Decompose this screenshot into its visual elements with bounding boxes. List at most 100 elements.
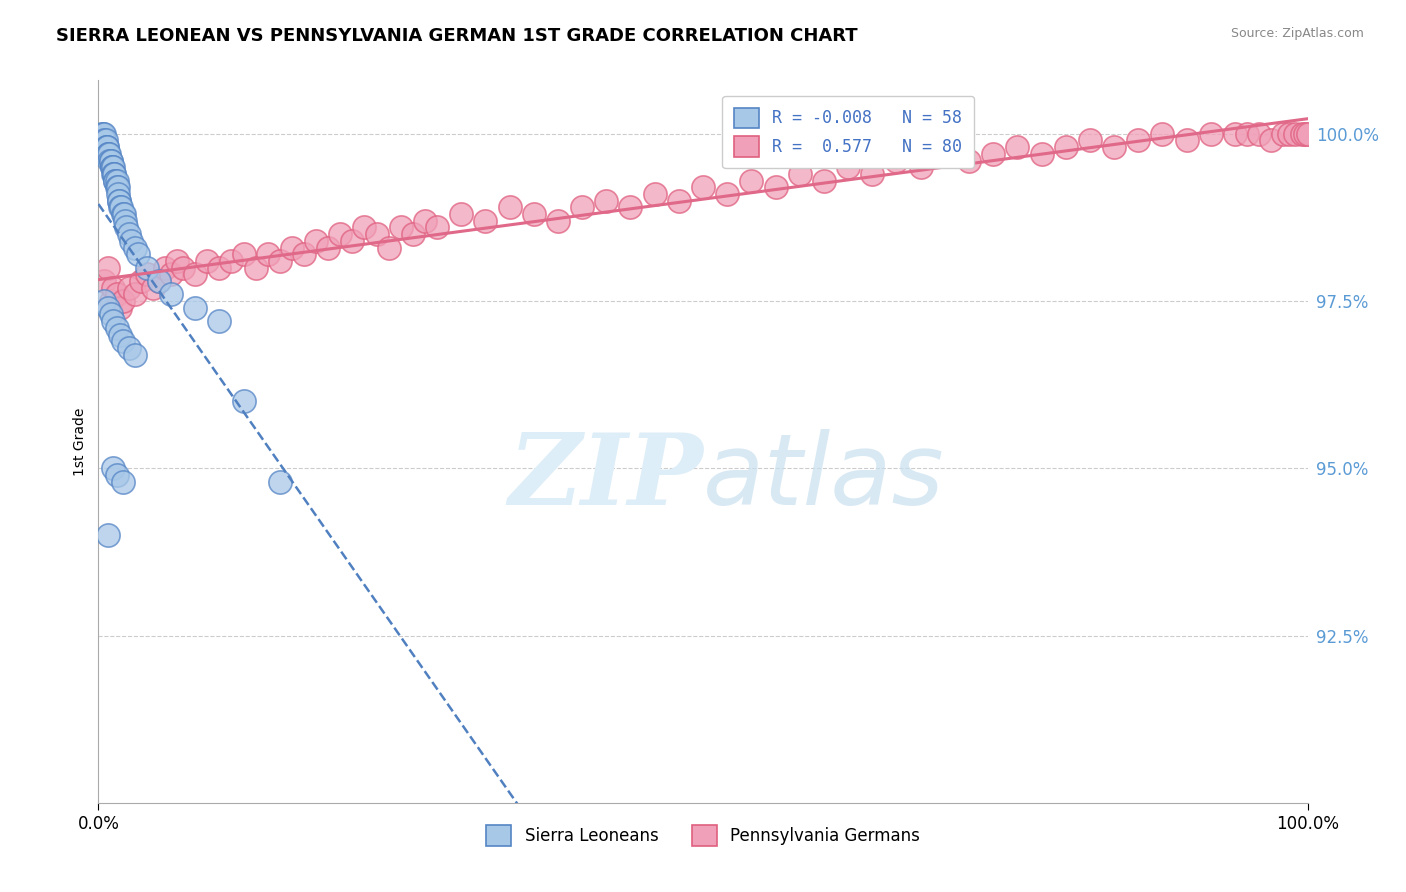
Point xyxy=(281,241,304,255)
Point xyxy=(104,174,127,188)
Point xyxy=(1294,127,1316,141)
Point xyxy=(389,220,412,235)
Point xyxy=(498,201,520,215)
Point xyxy=(105,468,128,483)
Point xyxy=(111,207,134,221)
Point xyxy=(1007,140,1029,154)
Point xyxy=(105,287,128,301)
Point xyxy=(94,133,117,147)
Point xyxy=(474,214,496,228)
Point xyxy=(292,247,315,261)
Point xyxy=(108,194,131,208)
Point xyxy=(1054,140,1077,154)
Point xyxy=(100,153,122,168)
Point xyxy=(91,127,114,141)
Point xyxy=(413,214,436,228)
Point xyxy=(115,220,138,235)
Text: Source: ZipAtlas.com: Source: ZipAtlas.com xyxy=(1230,27,1364,40)
Point xyxy=(402,227,425,242)
Point xyxy=(93,294,115,309)
Point xyxy=(1102,140,1125,154)
Point xyxy=(107,187,129,202)
Point xyxy=(100,294,122,309)
Point xyxy=(981,146,1004,161)
Point xyxy=(789,167,811,181)
Point xyxy=(105,180,128,194)
Point xyxy=(93,127,115,141)
Point xyxy=(93,133,115,147)
Point xyxy=(1175,133,1198,147)
Point xyxy=(108,194,131,208)
Point xyxy=(184,301,207,315)
Point xyxy=(619,201,641,215)
Point xyxy=(1152,127,1174,141)
Point xyxy=(208,260,231,275)
Point xyxy=(1078,133,1101,147)
Point xyxy=(135,268,157,282)
Point xyxy=(195,254,218,268)
Point xyxy=(124,287,146,301)
Point xyxy=(100,161,122,175)
Point xyxy=(105,174,128,188)
Point xyxy=(108,201,131,215)
Point xyxy=(108,327,131,342)
Point xyxy=(837,161,859,175)
Point xyxy=(256,247,278,261)
Point xyxy=(208,314,231,328)
Point xyxy=(166,254,188,268)
Point xyxy=(98,146,121,161)
Point xyxy=(91,127,114,141)
Point xyxy=(96,140,118,154)
Point xyxy=(353,220,375,235)
Point xyxy=(316,241,339,255)
Point xyxy=(93,274,115,288)
Point xyxy=(450,207,472,221)
Point xyxy=(160,287,183,301)
Point xyxy=(101,161,124,175)
Point xyxy=(97,301,120,315)
Point xyxy=(108,301,131,315)
Point xyxy=(96,140,118,154)
Point xyxy=(1284,127,1306,141)
Point xyxy=(232,394,254,409)
Point xyxy=(100,308,122,322)
Point xyxy=(716,187,738,202)
Point xyxy=(860,167,883,181)
Point xyxy=(129,274,152,288)
Point xyxy=(142,281,165,295)
Point xyxy=(523,207,546,221)
Point xyxy=(1223,127,1246,141)
Legend: Sierra Leoneans, Pennsylvania Germans: Sierra Leoneans, Pennsylvania Germans xyxy=(479,819,927,852)
Point xyxy=(1199,127,1222,141)
Point xyxy=(232,247,254,261)
Point xyxy=(245,260,267,275)
Point xyxy=(1291,127,1313,141)
Point xyxy=(153,260,176,275)
Point xyxy=(221,254,243,268)
Point xyxy=(110,201,132,215)
Point xyxy=(886,153,908,168)
Text: atlas: atlas xyxy=(703,429,945,526)
Point xyxy=(104,174,127,188)
Point xyxy=(111,334,134,349)
Point xyxy=(124,241,146,255)
Point xyxy=(668,194,690,208)
Point xyxy=(269,475,291,489)
Point xyxy=(329,227,352,242)
Point xyxy=(98,153,121,168)
Point xyxy=(934,146,956,161)
Point xyxy=(765,180,787,194)
Point xyxy=(97,260,120,275)
Point xyxy=(148,274,170,288)
Point xyxy=(118,281,141,295)
Point xyxy=(124,348,146,362)
Point xyxy=(910,161,932,175)
Point xyxy=(595,194,617,208)
Point xyxy=(1249,127,1271,141)
Point xyxy=(120,234,142,248)
Text: ZIP: ZIP xyxy=(508,429,703,526)
Point xyxy=(101,314,124,328)
Point xyxy=(103,167,125,181)
Point xyxy=(135,260,157,275)
Point xyxy=(148,274,170,288)
